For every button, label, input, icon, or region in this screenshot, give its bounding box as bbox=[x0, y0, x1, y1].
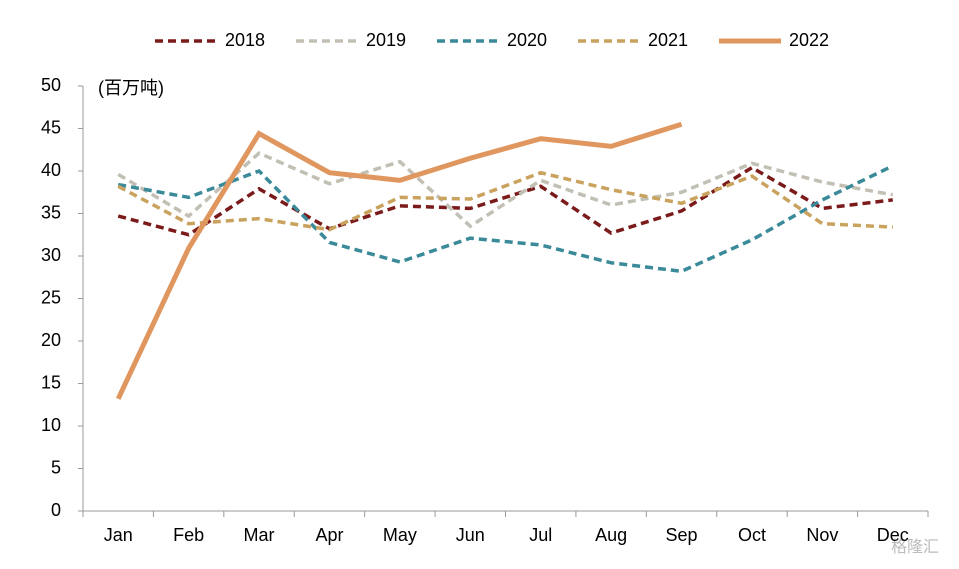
x-tick-label: Sep bbox=[666, 525, 698, 545]
y-tick-label: 45 bbox=[41, 117, 61, 137]
y-tick-label: 5 bbox=[51, 457, 61, 477]
legend-label: 2022 bbox=[789, 30, 829, 50]
legend-label: 2018 bbox=[225, 30, 265, 50]
x-tick-label: Dec bbox=[877, 525, 909, 545]
x-tick-label: Apr bbox=[315, 525, 343, 545]
y-tick-label: 25 bbox=[41, 287, 61, 307]
x-tick-label: Jul bbox=[529, 525, 552, 545]
x-tick-label: Nov bbox=[806, 525, 838, 545]
y-tick-label: 10 bbox=[41, 415, 61, 435]
legend-label: 2020 bbox=[507, 30, 547, 50]
y-tick-label: 30 bbox=[41, 245, 61, 265]
y-tick-label: 35 bbox=[41, 202, 61, 222]
legend-label: 2019 bbox=[366, 30, 406, 50]
x-tick-label: Aug bbox=[595, 525, 627, 545]
y-tick-label: 50 bbox=[41, 75, 61, 95]
x-tick-label: Jan bbox=[104, 525, 133, 545]
x-tick-label: Jun bbox=[456, 525, 485, 545]
x-tick-label: Oct bbox=[738, 525, 766, 545]
watermark: 格隆汇 bbox=[891, 538, 939, 556]
x-tick-label: Feb bbox=[173, 525, 204, 545]
x-tick-label: Mar bbox=[244, 525, 275, 545]
series-line bbox=[117, 151, 894, 229]
series-line bbox=[117, 170, 893, 232]
y-tick-label: 20 bbox=[41, 330, 61, 350]
y-tick-label: 40 bbox=[41, 160, 61, 180]
y-tick-label: 15 bbox=[41, 372, 61, 392]
y-tick-label: 0 bbox=[51, 500, 61, 520]
x-tick-label: May bbox=[383, 525, 417, 545]
series-line bbox=[117, 165, 894, 237]
series-line bbox=[117, 164, 894, 274]
series-line bbox=[115, 121, 683, 400]
unit-label: (百万吨) bbox=[98, 78, 164, 98]
legend-label: 2021 bbox=[648, 30, 688, 50]
